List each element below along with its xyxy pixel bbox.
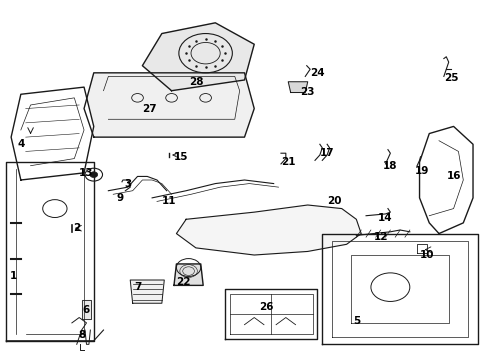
Circle shape xyxy=(90,172,98,177)
Text: 20: 20 xyxy=(326,197,341,206)
Text: 28: 28 xyxy=(188,77,203,87)
Polygon shape xyxy=(224,289,317,339)
Text: 1: 1 xyxy=(10,271,17,282)
Text: 22: 22 xyxy=(176,277,191,287)
Text: 23: 23 xyxy=(300,87,314,98)
Text: 26: 26 xyxy=(259,302,273,312)
Text: 12: 12 xyxy=(373,232,387,242)
Text: 15: 15 xyxy=(174,152,188,162)
Text: 7: 7 xyxy=(134,282,141,292)
Text: 13: 13 xyxy=(79,168,94,178)
Text: 10: 10 xyxy=(419,250,433,260)
Text: 25: 25 xyxy=(443,73,457,83)
Polygon shape xyxy=(130,280,164,303)
Polygon shape xyxy=(81,300,91,319)
Polygon shape xyxy=(174,264,203,285)
Text: 5: 5 xyxy=(352,316,359,326)
Polygon shape xyxy=(419,126,472,234)
Polygon shape xyxy=(6,162,94,341)
Text: 19: 19 xyxy=(414,166,428,176)
Text: 16: 16 xyxy=(446,171,460,181)
Polygon shape xyxy=(11,87,94,180)
Text: 3: 3 xyxy=(124,179,131,189)
Text: 4: 4 xyxy=(17,139,24,149)
Polygon shape xyxy=(322,234,477,344)
Text: 24: 24 xyxy=(309,68,324,78)
Text: 8: 8 xyxy=(78,330,85,341)
Text: 14: 14 xyxy=(377,212,392,222)
Text: 21: 21 xyxy=(281,157,295,167)
Text: 6: 6 xyxy=(82,305,90,315)
Text: 17: 17 xyxy=(319,148,334,158)
Text: 2: 2 xyxy=(73,223,80,233)
Polygon shape xyxy=(287,82,307,93)
Text: 27: 27 xyxy=(142,104,157,113)
Text: 18: 18 xyxy=(382,161,397,171)
Text: 11: 11 xyxy=(162,197,176,206)
Polygon shape xyxy=(84,73,254,137)
Polygon shape xyxy=(142,23,254,91)
Text: 9: 9 xyxy=(117,193,124,203)
Polygon shape xyxy=(176,205,361,255)
